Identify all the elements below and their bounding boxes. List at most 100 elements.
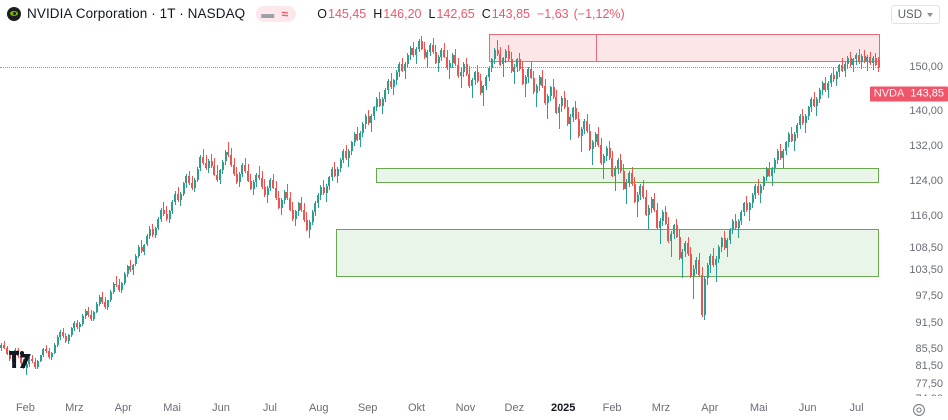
candle-body xyxy=(409,48,412,55)
candle-body xyxy=(126,266,129,275)
candle-body xyxy=(235,173,238,183)
candle-body xyxy=(855,54,858,60)
candle-body xyxy=(143,244,146,252)
candle-body xyxy=(429,44,432,52)
candle-body xyxy=(841,65,844,71)
candle-wick xyxy=(816,96,818,117)
candle-body xyxy=(92,311,95,319)
candle-body xyxy=(454,54,457,65)
time-axis-label: Feb xyxy=(15,402,35,414)
price-axis[interactable]: 150,00 140,00 132,00 124,00 116,00 108,50 103,… xyxy=(869,27,948,420)
candle-body xyxy=(490,59,493,68)
candle-body xyxy=(286,192,289,199)
candle-body xyxy=(36,360,39,367)
candle-body xyxy=(670,234,673,241)
candle-body xyxy=(177,193,179,200)
candle-body xyxy=(496,49,499,55)
support-zone-green-upper[interactable] xyxy=(376,168,879,183)
candle-body xyxy=(874,57,877,65)
time-axis[interactable]: Feb Mrz Apr Mai Jun Jul Aug Sep Okt Nov Dez 2025 Feb… xyxy=(0,396,948,420)
candle-body xyxy=(390,81,392,88)
current-price-tag: NVDA 143,85 xyxy=(869,86,948,102)
candle-body xyxy=(717,247,720,260)
support-zone-green-lower[interactable] xyxy=(336,229,879,277)
price-axis-label: 124,00 xyxy=(909,174,943,187)
candle-wick xyxy=(771,166,773,186)
candle-body xyxy=(650,199,653,208)
candle-body xyxy=(426,51,429,58)
clock-icon[interactable] xyxy=(912,403,926,417)
change-value: −1,63 xyxy=(536,6,569,21)
candle-body xyxy=(412,48,415,55)
candle-wick xyxy=(670,231,672,257)
candle-body xyxy=(860,55,863,62)
candle-body xyxy=(373,107,376,117)
symbol-info[interactable]: NVIDIA Corporation · 1T · NASDAQ ▬ ≈ O 14… xyxy=(0,0,625,27)
approx-badge-icon[interactable]: ≈ xyxy=(281,6,289,21)
candle-body xyxy=(619,159,622,172)
candle-body xyxy=(31,358,34,362)
candle-body xyxy=(247,171,249,181)
candle-wick xyxy=(794,131,795,151)
time-axis-label: Mai xyxy=(749,402,768,414)
candle-body xyxy=(771,168,774,176)
candle-wick xyxy=(659,218,661,244)
zone-anchor-tick xyxy=(489,34,490,62)
line-style-badge-icon[interactable]: ▬ xyxy=(261,6,275,21)
candle-body xyxy=(109,291,112,301)
candle-body xyxy=(869,56,872,63)
candle-body xyxy=(801,116,804,124)
candle-body xyxy=(796,124,799,134)
candle-body xyxy=(622,171,625,189)
page-title[interactable]: NVIDIA Corporation · 1T · NASDAQ xyxy=(27,6,246,21)
candle-wick xyxy=(497,40,498,56)
currency-label: USD xyxy=(897,8,922,21)
candle-body xyxy=(499,54,502,65)
candle-wick xyxy=(782,149,784,169)
currency-selector[interactable]: USD xyxy=(890,5,940,24)
candle-body xyxy=(233,165,235,174)
candle-body xyxy=(249,180,252,189)
price-axis-label: 97,50 xyxy=(915,290,943,303)
candle-body xyxy=(258,174,261,179)
candle-body xyxy=(185,176,188,184)
candle-wick xyxy=(191,175,193,191)
candle-body xyxy=(182,183,185,194)
candle-body xyxy=(70,328,73,336)
candle-body xyxy=(664,212,667,224)
candle-body xyxy=(115,283,118,285)
candle-body xyxy=(420,41,423,49)
candle-body xyxy=(244,165,247,172)
candle-body xyxy=(759,186,762,193)
candle-body xyxy=(790,133,793,141)
candle-body xyxy=(838,65,841,73)
resistance-zone-red[interactable] xyxy=(489,34,880,62)
candle-body xyxy=(314,202,317,213)
candle-wick xyxy=(592,139,594,165)
time-axis-label: Apr xyxy=(114,402,132,414)
candle-body xyxy=(146,235,149,245)
candle-wick xyxy=(855,53,857,66)
price-axis-label: 140,00 xyxy=(909,104,943,117)
chart-plot-area[interactable] xyxy=(0,27,880,396)
candle-body xyxy=(331,168,334,178)
ohlc-low-key: L xyxy=(428,6,436,21)
candle-body xyxy=(120,282,123,290)
candle-body xyxy=(62,331,65,337)
candle-wick xyxy=(525,75,526,97)
candle-body xyxy=(485,76,488,87)
candle-body xyxy=(810,98,813,108)
candle-body xyxy=(513,67,516,72)
candle-body xyxy=(375,98,378,108)
candle-body xyxy=(81,316,84,324)
candle-body xyxy=(538,76,541,86)
candle-body xyxy=(311,212,314,222)
candle-body xyxy=(821,82,824,90)
candle-wick xyxy=(866,54,868,71)
candle-body xyxy=(443,49,446,57)
change-percent: (−1,12%) xyxy=(573,6,625,21)
candle-body xyxy=(381,98,384,106)
candle-body xyxy=(706,265,709,279)
candle-body xyxy=(90,315,93,319)
